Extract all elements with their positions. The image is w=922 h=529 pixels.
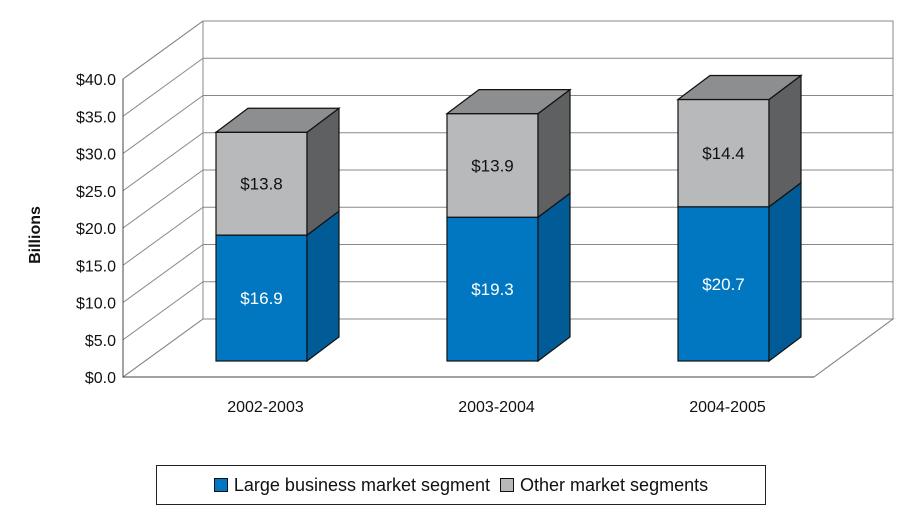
- x-tick-label: 2003-2004: [458, 399, 535, 416]
- gridline-diagonal: [122, 95, 204, 154]
- legend-swatch-other: [500, 478, 515, 492]
- bar-front-large-business: [677, 206, 770, 362]
- y-tick-label: $40.0: [76, 72, 116, 89]
- bar-group-2002-2003: $16.9 $13.8: [214, 107, 341, 363]
- legend-label-large-business: Large business market segment: [233, 474, 491, 495]
- bar-side-large-business: [306, 209, 340, 363]
- gridline-diagonal: [122, 244, 204, 303]
- x-tick-label: 2002-2003: [227, 399, 304, 416]
- data-label: $20.7: [702, 275, 745, 294]
- gridline-diagonal: [122, 169, 204, 229]
- bar-top-other: [676, 74, 803, 101]
- data-label: $13.9: [471, 156, 514, 175]
- y-tick-label: $0.0: [85, 370, 116, 387]
- legend-swatch-large-business: [213, 478, 228, 492]
- y-tick-label: $35.0: [76, 109, 116, 126]
- gridline-diagonal: [122, 20, 204, 80]
- y-axis-title: Billions: [27, 206, 44, 264]
- legend-item-other: Other market segments: [500, 475, 708, 496]
- bar-top-other: [445, 89, 572, 115]
- floor-right-edge: [813, 318, 894, 378]
- y-tick-label: $25.0: [76, 184, 116, 201]
- data-label: $13.8: [240, 175, 283, 194]
- bar-front-large-business: [446, 216, 539, 362]
- y-tick-label: $10.0: [76, 296, 116, 313]
- bar-side-large-business: [768, 181, 802, 363]
- bar-front-other: [446, 113, 539, 218]
- y-tick-label: $30.0: [76, 147, 116, 164]
- bar-top-other: [214, 107, 341, 133]
- gridline-diagonal: [122, 132, 204, 192]
- gridline-diagonal: [122, 281, 204, 341]
- y-tick-label: $20.0: [76, 221, 116, 238]
- data-label: $16.9: [240, 289, 283, 308]
- chart-legend: Large business market segment Other mark…: [156, 465, 766, 505]
- gridline-diagonal: [122, 206, 204, 266]
- gridline-diagonal: [122, 318, 204, 378]
- gridline-diagonal: [122, 57, 204, 117]
- legend-label-other: Other market segments: [520, 474, 709, 495]
- y-tick-label: $15.0: [76, 258, 116, 275]
- bar-front-other: [215, 131, 308, 236]
- bar-group-2004-2005: $20.7 $14.4: [676, 74, 803, 363]
- y-tick-label: $5.0: [85, 333, 116, 350]
- x-tick-label: 2004-2005: [689, 399, 766, 416]
- data-label: $19.3: [471, 280, 514, 299]
- bar-group-2003-2004: $19.3 $13.9: [445, 88, 572, 363]
- bar-side-large-business: [537, 192, 571, 363]
- legend-item-large-business: Large business market segment: [213, 474, 491, 496]
- data-label: $14.4: [702, 144, 745, 163]
- bar-front-other: [677, 98, 770, 208]
